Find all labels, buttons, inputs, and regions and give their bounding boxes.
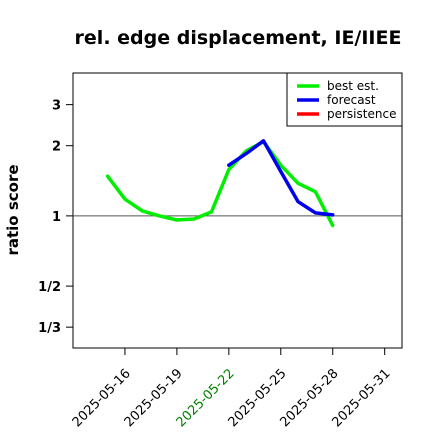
y-axis-label: ratio score (4, 164, 22, 255)
y-tick-label: 1 (52, 210, 61, 225)
series-layer (105, 139, 335, 228)
y-tick-label: 1/2 (38, 280, 61, 295)
legend-label-best-est: best est. (327, 79, 379, 93)
series-line-best-est (105, 139, 335, 228)
x-axis: 2025-05-162025-05-192025-05-222025-05-25… (70, 348, 394, 430)
legend-label-persistence: persistence (327, 107, 396, 121)
chart-title: rel. edge displacement, IE/IIEE (75, 27, 402, 49)
legend-label-forecast: forecast (327, 93, 376, 107)
y-tick-label: 2 (52, 140, 61, 155)
y-tick-label: 1/3 (38, 321, 61, 336)
y-axis: 3 2 1 1/2 1/3 (38, 99, 73, 336)
y-tick-label: 3 (52, 99, 61, 114)
legend: best est. forecast persistence (286, 72, 403, 127)
series-line-forecast (227, 139, 335, 217)
plot-area (72, 72, 403, 349)
